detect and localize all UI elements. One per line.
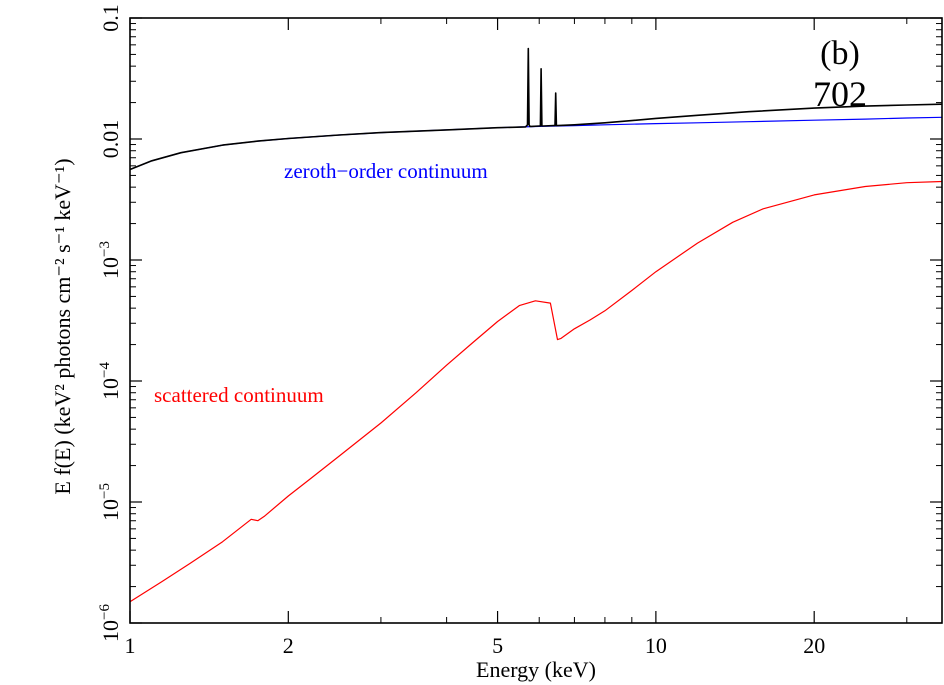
scattered-label: scattered continuum (154, 383, 324, 407)
y-tick-exponent: −3 (97, 241, 113, 257)
y-tick-label: 10−6 (97, 604, 123, 642)
y-tick-label: 0.1 (98, 4, 123, 32)
spectrum-id-label: 702 (813, 74, 867, 114)
y-tick-exponent: −4 (97, 362, 113, 378)
y-tick-exponent: −6 (97, 604, 113, 620)
x-tick-label: 10 (645, 633, 667, 658)
series-line-zeroth (129, 116, 943, 171)
series-layer (129, 47, 943, 603)
y-tick-label: 10−3 (97, 241, 123, 279)
x-tick-label: 2 (283, 633, 294, 658)
x-tick-label: 20 (803, 633, 825, 658)
x-tick-label: 1 (125, 633, 136, 658)
y-tick-base: 10 (98, 499, 123, 521)
y-tick-base: 0.01 (98, 120, 123, 159)
y-tick-exponent: −5 (97, 483, 113, 499)
panel-label: (b) (820, 35, 860, 72)
y-tick-label: 10−4 (97, 362, 123, 400)
x-axis-label: Energy (keV) (476, 657, 596, 682)
series-line-total (129, 47, 943, 171)
y-tick-base: 10 (98, 257, 123, 279)
y-tick-base: 10 (98, 620, 123, 642)
plot-frame (129, 17, 943, 624)
zeroth-order-label: zeroth−order continuum (284, 159, 488, 183)
y-tick-base: 10 (98, 378, 123, 400)
y-axis-label: E f(E) (keV² photons cm⁻² s⁻¹ keV⁻¹) (50, 158, 75, 494)
x-tick-label: 5 (492, 633, 503, 658)
y-tick-base: 0.1 (98, 4, 123, 32)
y-tick-label: 10−5 (97, 483, 123, 521)
series-line-scattered (129, 180, 943, 603)
y-tick-label: 0.01 (98, 120, 123, 159)
